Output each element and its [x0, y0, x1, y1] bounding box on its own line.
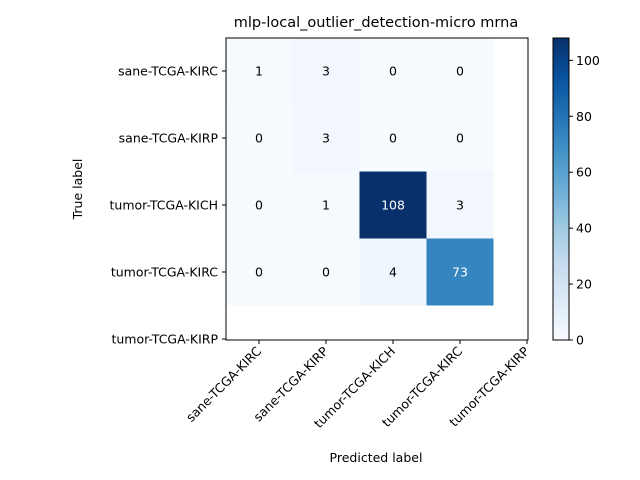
heatmap-cell [359, 238, 427, 306]
cell-value-label: 1 [255, 64, 263, 79]
heatmap-cell [359, 104, 427, 172]
heatmap-cell [426, 104, 494, 172]
cell-value-label: 73 [452, 265, 468, 280]
y-tick-label: tumor-TCGA-KIRC [111, 265, 218, 280]
cell-value-label: 3 [322, 131, 330, 146]
y-axis-label: True label [70, 159, 85, 221]
plot-frame [225, 37, 529, 341]
cell-value-label: 0 [322, 265, 330, 280]
heatmap-cell [292, 37, 360, 105]
y-tick-label: sane-TCGA-KIRP [119, 131, 219, 146]
colorbar-tick-label: 100 [576, 53, 600, 68]
cell-value-label: 3 [456, 198, 464, 213]
colorbar-tick-label: 20 [576, 277, 592, 292]
cell-value-label: 0 [389, 64, 397, 79]
cell-value-label: 0 [456, 64, 464, 79]
cell-value-label: 0 [255, 198, 263, 213]
heatmap-cell [359, 171, 427, 239]
heatmap-cell [292, 104, 360, 172]
heatmap-cell [225, 104, 293, 172]
colorbar-tick-label: 80 [576, 109, 592, 124]
heatmap-cell [292, 238, 360, 306]
colorbar-tick-label: 40 [576, 221, 592, 236]
y-tick-label: sane-TCGA-KIRC [118, 64, 218, 79]
heatmap-cell [292, 171, 360, 239]
cell-value-label: 0 [255, 265, 263, 280]
chart-title: mlp-local_outlier_detection-micro mrna [234, 15, 518, 31]
cell-value-label: 1 [322, 198, 330, 213]
y-tick-label: tumor-TCGA-KICH [110, 198, 218, 213]
cell-value-label: 0 [456, 131, 464, 146]
colorbar: 0 20 40 60 80 100 [552, 37, 600, 348]
y-axis-ticks: sane-TCGA-KIRC sane-TCGA-KIRP tumor-TCGA-K… [110, 64, 226, 347]
cell-value-label: 3 [322, 64, 330, 79]
colorbar-tick-label: 60 [576, 165, 592, 180]
y-tick-label: tumor-TCGA-KIRP [111, 332, 218, 347]
x-axis-label: Predicted label [330, 450, 423, 465]
colorbar-bar [552, 37, 570, 341]
x-axis-ticks: sane-TCGA-KIRCsane-TCGA-KIRPtumor-TCGA-K… [183, 340, 532, 431]
heatmap-cell [359, 37, 427, 105]
cell-value-label: 108 [381, 198, 405, 213]
heatmap-cell [426, 171, 494, 239]
heatmap-cell [426, 238, 494, 306]
heatmap-cell [225, 238, 293, 306]
heatmap-cell-labels: 1 3 0 0 0 3 0 0 0 1 108 3 0 0 4 73 [255, 64, 468, 280]
heatmap-cell [225, 171, 293, 239]
cell-value-label: 0 [389, 131, 397, 146]
heatmap-cells [225, 37, 494, 306]
colorbar-tick-label: 0 [576, 333, 584, 348]
heatmap-cell [225, 37, 293, 105]
cell-value-label: 4 [389, 265, 397, 280]
cell-value-label: 0 [255, 131, 263, 146]
heatmap-cell [426, 37, 494, 105]
